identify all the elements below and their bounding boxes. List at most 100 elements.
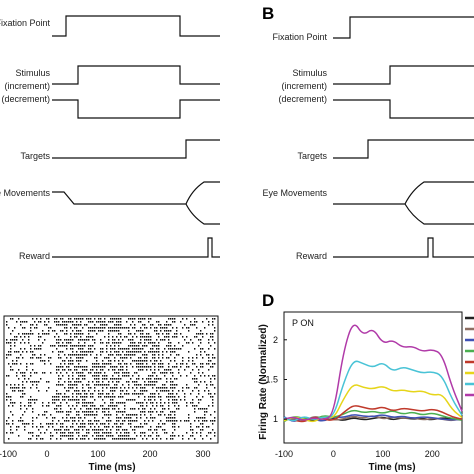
spike-mark <box>72 360 74 362</box>
spike-mark <box>76 429 78 431</box>
spike-mark <box>94 414 96 416</box>
spike-mark <box>60 411 62 413</box>
spike-mark <box>34 354 36 356</box>
spike-mark <box>154 366 156 368</box>
spike-mark <box>164 384 166 386</box>
spike-mark <box>158 321 160 323</box>
spike-mark <box>128 381 130 383</box>
spike-mark <box>56 390 58 392</box>
spike-mark <box>164 423 166 425</box>
spike-mark <box>76 423 78 425</box>
spike-mark <box>156 432 158 434</box>
spike-mark <box>56 411 58 413</box>
spike-mark <box>90 405 92 407</box>
spike-mark <box>62 342 64 344</box>
spike-mark <box>130 378 132 380</box>
spike-mark <box>66 417 68 419</box>
spike-mark <box>182 318 184 320</box>
spike-mark <box>56 348 58 350</box>
spike-mark <box>164 330 166 332</box>
spike-mark <box>108 354 110 356</box>
spike-mark <box>134 342 136 344</box>
spike-mark <box>114 378 116 380</box>
spike-mark <box>150 378 152 380</box>
spike-mark <box>56 432 58 434</box>
spike-mark <box>108 360 110 362</box>
spike-mark <box>214 411 216 413</box>
spike-mark <box>86 435 88 437</box>
trace-reward-a <box>52 237 220 258</box>
spike-mark <box>176 384 178 386</box>
spike-mark <box>60 429 62 431</box>
spike-mark <box>160 387 162 389</box>
spike-mark <box>112 390 114 392</box>
spike-mark <box>118 408 120 410</box>
spike-mark <box>74 420 76 422</box>
spike-mark <box>102 417 104 419</box>
spike-mark <box>142 366 144 368</box>
spike-mark <box>114 324 116 326</box>
raster-x-axis: -100 0 100 200 300 Time (ms) <box>0 442 218 473</box>
spike-mark <box>52 351 54 353</box>
spike-mark <box>94 375 96 377</box>
spike-mark <box>196 378 198 380</box>
spike-mark <box>120 378 122 380</box>
spike-mark <box>94 366 96 368</box>
spike-mark <box>50 432 52 434</box>
spike-mark <box>112 354 114 356</box>
spike-mark <box>158 336 160 338</box>
spike-mark <box>44 360 46 362</box>
spike-mark <box>136 402 138 404</box>
spike-mark <box>110 345 112 347</box>
spike-mark <box>126 372 128 374</box>
spike-mark <box>62 396 64 398</box>
spike-mark <box>46 423 48 425</box>
spike-mark <box>44 432 46 434</box>
firing-series-line <box>283 360 463 422</box>
spike-mark <box>154 357 156 359</box>
spike-mark <box>20 396 22 398</box>
spike-mark <box>196 327 198 329</box>
spike-mark <box>58 396 60 398</box>
spike-mark <box>56 342 58 344</box>
series-legend <box>465 316 474 397</box>
spike-mark <box>148 411 150 413</box>
spike-mark <box>134 345 136 347</box>
spike-mark <box>140 336 142 338</box>
spike-mark <box>152 420 154 422</box>
spike-mark <box>148 378 150 380</box>
spike-mark <box>68 369 70 371</box>
spike-mark <box>162 411 164 413</box>
spike-mark <box>82 369 84 371</box>
spike-mark <box>198 420 200 422</box>
spike-mark <box>122 360 124 362</box>
spike-mark <box>66 348 68 350</box>
spike-mark <box>154 408 156 410</box>
spike-mark <box>196 321 198 323</box>
spike-mark <box>56 393 58 395</box>
spike-mark <box>88 411 90 413</box>
spike-mark <box>130 414 132 416</box>
spike-mark <box>18 318 20 320</box>
spike-mark <box>142 348 144 350</box>
spike-mark <box>174 387 176 389</box>
spike-mark <box>158 342 160 344</box>
spike-mark <box>164 429 166 431</box>
spike-mark <box>150 426 152 428</box>
spike-mark <box>90 393 92 395</box>
spike-mark <box>210 366 212 368</box>
spike-mark <box>76 402 78 404</box>
spike-mark <box>106 351 108 353</box>
spike-mark <box>174 414 176 416</box>
spike-mark <box>128 375 130 377</box>
spike-mark <box>108 381 110 383</box>
spike-mark <box>126 399 128 401</box>
spike-mark <box>156 405 158 407</box>
spike-mark <box>8 354 10 356</box>
spike-mark <box>124 405 126 407</box>
spike-mark <box>88 321 90 323</box>
spike-mark <box>68 399 70 401</box>
spike-mark <box>46 333 48 335</box>
spike-mark <box>198 369 200 371</box>
spike-mark <box>162 408 164 410</box>
